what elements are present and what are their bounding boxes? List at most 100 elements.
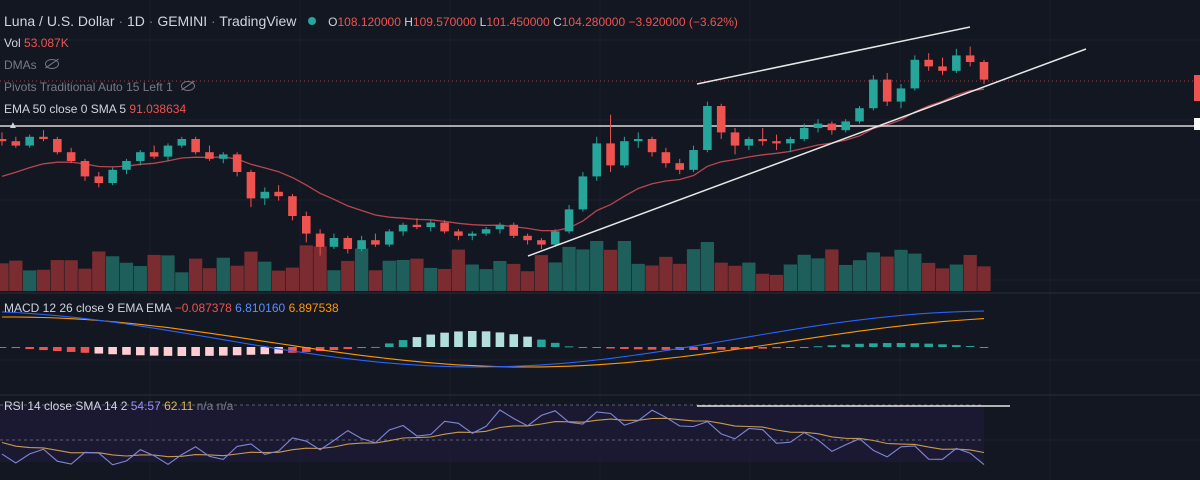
change-value: −3.920000 (−3.62%) [628, 15, 738, 29]
volume-bar [742, 262, 756, 291]
volume-bar [451, 249, 466, 291]
candle-body [260, 191, 270, 199]
candle-body [246, 172, 256, 199]
volume-bar [78, 268, 92, 291]
volume-bar [922, 262, 936, 291]
upper-trendline [696, 26, 971, 85]
volume-bar [880, 256, 894, 291]
macd-histogram-bar [136, 347, 145, 356]
macd-histogram-bar [122, 347, 131, 355]
volume-bar [977, 266, 991, 291]
candle-body [94, 176, 104, 183]
candle-body [813, 123, 823, 128]
macd-histogram-bar [910, 343, 920, 347]
volume-bar [631, 263, 645, 291]
candle-body [550, 231, 560, 245]
volume-bar [534, 255, 549, 291]
candle-body [606, 143, 615, 166]
candle-body [232, 154, 242, 172]
volume-bar [507, 263, 521, 291]
volume-bar [354, 248, 369, 291]
rsi-legend[interactable]: RSI 14 close SMA 14 2 54.57 62.11 n/a n/… [4, 399, 233, 413]
candle-body [924, 59, 933, 67]
ema-legend[interactable]: EMA 50 close 0 SMA 5 91.038634 [4, 102, 186, 116]
macd-histogram-bar [578, 347, 588, 348]
candle-body [440, 222, 449, 232]
macd-histogram-bar [39, 347, 48, 351]
visibility-off-icon[interactable] [180, 81, 195, 91]
macd-histogram-bar [827, 345, 837, 347]
symbol-name[interactable]: Luna / U.S. Dollar [4, 13, 115, 29]
macd-histogram-bar [882, 343, 892, 347]
macd-histogram-bar [177, 347, 187, 356]
volume-bar [133, 266, 147, 291]
macd-histogram-bar [454, 331, 463, 347]
volume-bar [562, 246, 576, 291]
macd-histogram-bar [412, 337, 422, 347]
macd-histogram-bar [80, 347, 90, 353]
macd-histogram-bar [841, 344, 850, 347]
volume-bar [852, 260, 867, 291]
vol-label: Vol [4, 36, 21, 50]
ema-value: 91.038634 [129, 102, 187, 116]
chart-header: Luna / U.S. Dollar · 1D · GEMINI · Tradi… [4, 13, 738, 29]
volume-bar [783, 264, 798, 291]
volume-bar [673, 263, 687, 291]
macd-histogram-bar [440, 332, 449, 347]
pivots-legend[interactable]: Pivots Traditional Auto 15 Left 1 [4, 80, 195, 94]
candle-body [371, 240, 380, 245]
platform: TradingView [219, 13, 297, 29]
vol-legend[interactable]: Vol 53.087K [4, 36, 69, 50]
macd-histogram-bar [952, 345, 961, 347]
candle-body [398, 224, 408, 232]
macd-histogram-bar [730, 347, 740, 350]
volume-bar [382, 260, 396, 291]
macd-histogram-bar [620, 347, 629, 349]
visibility-off-icon[interactable] [44, 59, 59, 69]
rsi-na-2: n/a [216, 399, 234, 413]
rsi-ma-value: 62.11 [164, 399, 194, 413]
macd-histogram-bar [716, 347, 726, 350]
interval[interactable]: 1D [126, 13, 145, 29]
macd-histogram-bar [66, 347, 76, 352]
candle-body [772, 141, 781, 144]
volume-bar [714, 262, 728, 291]
exchange: GEMINI [157, 13, 208, 29]
macd-histogram-bar [163, 347, 173, 356]
macd-histogram-bar [965, 346, 975, 348]
candle-body [564, 209, 574, 232]
rsi-ma-line [1, 417, 985, 458]
rsi-band [0, 405, 984, 462]
macd-histogram-bar [384, 343, 394, 347]
candle-body [675, 163, 685, 170]
macd-histogram-bar [481, 331, 491, 347]
volume-bar [92, 251, 106, 291]
macd-histogram-bar [205, 347, 214, 356]
low-value: 101.450000 [486, 15, 550, 29]
macd-histogram-bar [550, 342, 560, 347]
candle-body [730, 132, 740, 146]
volume-bar [659, 256, 673, 291]
macd-histogram-bar [647, 347, 657, 350]
macd-histogram-bar [772, 347, 781, 349]
chevron-up-icon[interactable]: ▲ [8, 120, 18, 131]
macd-histogram-bar [94, 347, 104, 354]
volume-bar [23, 270, 37, 291]
volume-bar [839, 264, 853, 291]
candle-body [122, 161, 131, 170]
candle-body [53, 139, 62, 153]
volume-bar [202, 268, 217, 291]
candle-body [896, 88, 906, 102]
candle-body [384, 231, 394, 245]
dmas-legend[interactable]: DMAs [4, 58, 59, 72]
volume-bar [617, 241, 632, 291]
macd-histogram-bar [703, 347, 712, 350]
volume-bar [465, 264, 479, 291]
volume-bar [894, 249, 908, 291]
macd-histogram-bar [371, 346, 380, 348]
macd-legend[interactable]: MACD 12 26 close 9 EMA EMA −0.087378 6.8… [4, 301, 339, 315]
macd-histogram-bar [301, 347, 311, 352]
candle-body [841, 121, 850, 131]
macd-label: MACD 12 26 close 9 EMA EMA [4, 301, 172, 315]
